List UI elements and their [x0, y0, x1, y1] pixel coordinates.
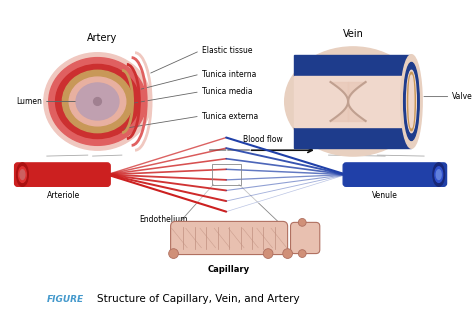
Text: Tunica externa: Tunica externa [202, 112, 258, 121]
Ellipse shape [436, 170, 441, 179]
Text: Structure of Capillary, Vein, and Artery: Structure of Capillary, Vein, and Artery [98, 294, 300, 304]
Text: Tunica interna: Tunica interna [202, 70, 256, 79]
FancyBboxPatch shape [294, 76, 411, 127]
Text: FIGURE: FIGURE [47, 295, 84, 304]
Ellipse shape [433, 163, 445, 186]
Text: Blood flow: Blood flow [243, 135, 283, 144]
Text: Artery: Artery [87, 33, 118, 43]
Circle shape [283, 249, 292, 259]
Text: Arteriole: Arteriole [47, 191, 80, 200]
Ellipse shape [49, 58, 146, 145]
Text: Vein: Vein [343, 29, 364, 39]
Text: Capillary: Capillary [208, 265, 250, 274]
Ellipse shape [408, 72, 415, 131]
Ellipse shape [44, 53, 151, 150]
Circle shape [298, 250, 306, 258]
FancyBboxPatch shape [171, 221, 288, 254]
FancyBboxPatch shape [294, 55, 411, 76]
Ellipse shape [401, 55, 422, 148]
Ellipse shape [409, 75, 414, 128]
Circle shape [263, 249, 273, 259]
Text: Lumen: Lumen [16, 97, 42, 106]
FancyBboxPatch shape [15, 163, 110, 186]
Ellipse shape [18, 167, 27, 183]
Text: Valve: Valve [452, 92, 473, 101]
Ellipse shape [404, 62, 419, 141]
FancyBboxPatch shape [343, 163, 447, 186]
Ellipse shape [285, 47, 421, 156]
Text: Elastic tissue: Elastic tissue [202, 46, 252, 55]
Ellipse shape [55, 65, 139, 139]
Ellipse shape [17, 163, 28, 186]
Ellipse shape [63, 70, 133, 133]
Text: Tunica media: Tunica media [202, 87, 253, 96]
Text: Venule: Venule [372, 191, 398, 200]
FancyBboxPatch shape [291, 222, 320, 253]
Ellipse shape [435, 167, 443, 183]
Circle shape [93, 98, 101, 105]
FancyBboxPatch shape [294, 127, 411, 148]
Ellipse shape [407, 70, 416, 133]
Circle shape [298, 218, 306, 226]
Text: Endothelium: Endothelium [139, 215, 188, 224]
Ellipse shape [69, 77, 126, 126]
Circle shape [169, 249, 178, 259]
Ellipse shape [20, 170, 25, 179]
Ellipse shape [76, 83, 119, 120]
